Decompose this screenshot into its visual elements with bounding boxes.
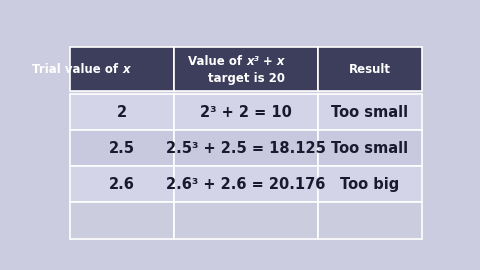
Bar (318, 94, 422, 130)
Bar (174, 94, 318, 130)
Text: Result: Result (349, 63, 391, 76)
Bar (174, 47, 318, 91)
Bar (70, 166, 174, 202)
Text: 2: 2 (117, 104, 127, 120)
Text: 2.6: 2.6 (109, 177, 135, 192)
Bar (174, 166, 318, 202)
Bar (174, 130, 318, 166)
Bar (318, 166, 422, 202)
Text: 2.5³ + 2.5 = 18.125: 2.5³ + 2.5 = 18.125 (166, 141, 326, 156)
Bar (70, 47, 174, 91)
Bar (70, 130, 174, 166)
Bar (70, 94, 174, 130)
Bar (70, 202, 174, 239)
Text: x³ + x: x³ + x (246, 55, 285, 68)
Text: Too big: Too big (340, 177, 399, 192)
Bar (174, 202, 318, 239)
Text: Trial value of: Trial value of (32, 63, 122, 76)
Text: 2³ + 2 = 10: 2³ + 2 = 10 (200, 104, 292, 120)
Text: 2.6³ + 2.6 = 20.176: 2.6³ + 2.6 = 20.176 (166, 177, 326, 192)
Bar (318, 47, 422, 91)
Bar (318, 202, 422, 239)
Text: Too small: Too small (331, 104, 408, 120)
Bar (318, 130, 422, 166)
Text: Too small: Too small (331, 141, 408, 156)
Text: Value of: Value of (188, 55, 246, 68)
Text: 2.5: 2.5 (109, 141, 135, 156)
Text: x: x (122, 63, 130, 76)
Text: target is 20: target is 20 (207, 72, 285, 85)
